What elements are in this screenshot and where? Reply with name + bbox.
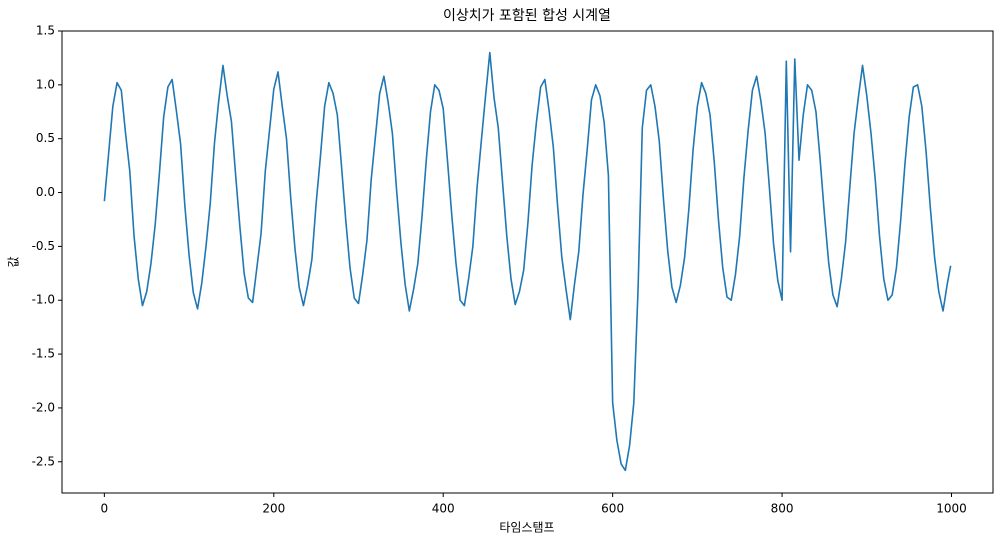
x-tick-label: 600 bbox=[601, 502, 624, 516]
y-tick-label: 1.0 bbox=[36, 77, 55, 91]
y-tick-label: -0.5 bbox=[32, 239, 55, 253]
y-tick-label: -1.0 bbox=[32, 293, 55, 307]
x-tick-label: 1000 bbox=[936, 502, 967, 516]
y-tick-label: -2.5 bbox=[32, 454, 55, 468]
y-tick-label: -2.0 bbox=[32, 400, 55, 414]
y-axis-label: 값 bbox=[7, 256, 21, 267]
series-line bbox=[103, 51, 952, 472]
plot-frame bbox=[61, 30, 994, 494]
x-tick-label: 800 bbox=[771, 502, 794, 516]
x-tick-label: 0 bbox=[101, 502, 109, 516]
x-tick-label: 400 bbox=[432, 502, 455, 516]
x-tick-label: 200 bbox=[262, 502, 285, 516]
y-tick-label: 1.5 bbox=[36, 24, 55, 38]
y-tick-label: -1.5 bbox=[32, 347, 55, 361]
y-tick-label: 0.5 bbox=[36, 131, 55, 145]
y-tick-label: 0.0 bbox=[36, 185, 55, 199]
x-axis-label: 타임스탬프 bbox=[499, 521, 554, 535]
chart-title: 이상치가 포함된 합성 시계열 bbox=[443, 8, 611, 24]
